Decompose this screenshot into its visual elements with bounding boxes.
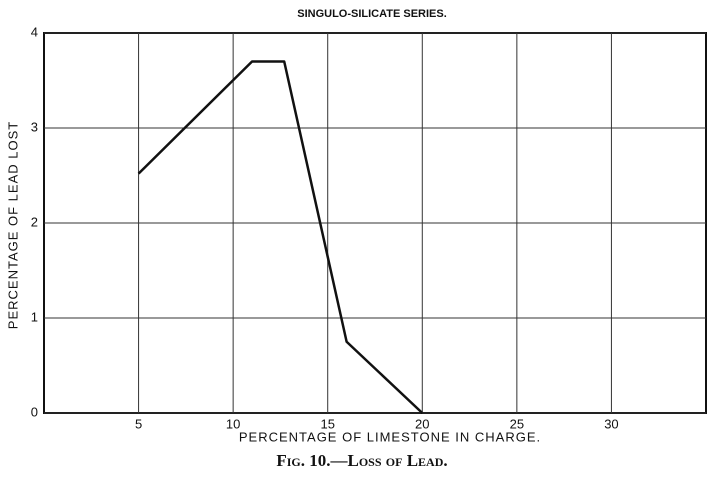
chart-title: SINGULO-SILICATE SERIES. [297, 8, 447, 20]
x-tick-label: 30 [604, 416, 618, 431]
y-axis-label: PERCENTAGE OF LEAD LOST [5, 121, 20, 329]
y-tick-label: 4 [31, 24, 38, 39]
x-tick-label: 20 [415, 416, 429, 431]
x-tick-label: 15 [320, 416, 334, 431]
data-line [137, 60, 424, 414]
x-tick-label: 10 [226, 416, 240, 431]
x-axis-label: PERCENTAGE OF LIMESTONE IN CHARGE. [239, 429, 541, 444]
caption: Fig. 10.—Loss of Lead. [276, 451, 447, 470]
y-tick-label: 2 [31, 214, 38, 229]
y-tick-label: 1 [31, 309, 38, 324]
x-tick-label: 5 [135, 416, 142, 431]
y-tick-label: 0 [31, 404, 38, 419]
x-tick-label: 25 [510, 416, 524, 431]
y-tick-label: 3 [31, 119, 38, 134]
